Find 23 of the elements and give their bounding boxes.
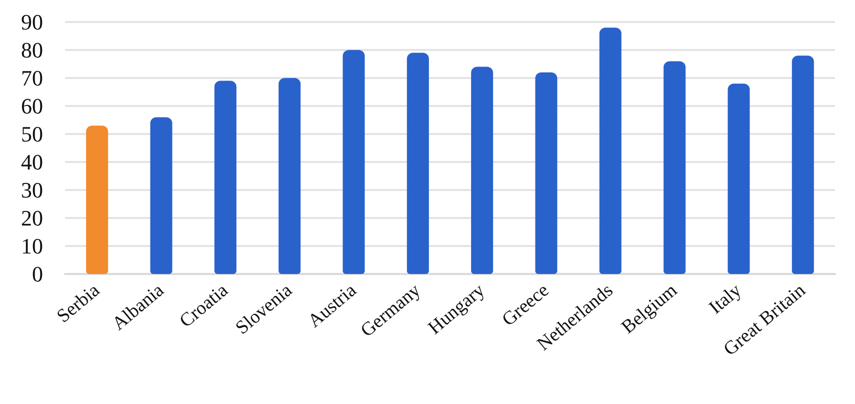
bar bbox=[792, 56, 814, 274]
y-tick-label: 60 bbox=[21, 94, 43, 118]
y-tick-label: 70 bbox=[21, 66, 43, 90]
y-tick-label: 90 bbox=[21, 10, 43, 34]
bar bbox=[342, 50, 365, 274]
y-tick-label: 80 bbox=[21, 38, 43, 62]
y-tick-label: 40 bbox=[21, 150, 43, 174]
y-tick-label: 20 bbox=[21, 206, 43, 230]
bar bbox=[471, 66, 494, 274]
bar bbox=[599, 28, 622, 274]
bar bbox=[150, 117, 172, 274]
x-tick-label: Italy bbox=[705, 280, 746, 318]
bar bbox=[214, 80, 236, 274]
bar bbox=[86, 126, 108, 274]
y-tick-label: 10 bbox=[21, 234, 43, 258]
y-tick-label: 0 bbox=[32, 262, 43, 286]
y-tick-label: 30 bbox=[21, 178, 43, 202]
bar bbox=[535, 72, 558, 274]
bar bbox=[278, 78, 301, 274]
bar bbox=[406, 52, 429, 274]
bar bbox=[728, 84, 750, 274]
y-tick-label: 50 bbox=[21, 122, 43, 146]
bar bbox=[664, 61, 686, 274]
